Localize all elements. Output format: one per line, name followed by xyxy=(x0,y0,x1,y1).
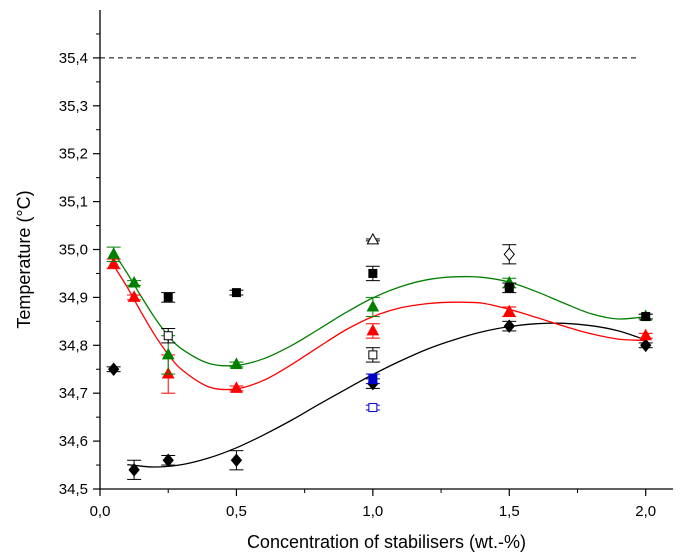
x-tick-label: 0,5 xyxy=(226,503,247,520)
data-point-layer xyxy=(106,232,653,480)
data-point-triangle xyxy=(366,323,380,336)
y-tick-label: 35,3 xyxy=(59,98,88,115)
data-point-triangle xyxy=(639,328,653,341)
data-point-diamond xyxy=(128,463,140,477)
data-point-square xyxy=(368,268,378,278)
fit-curve-0 xyxy=(127,322,646,468)
data-point-triangle xyxy=(127,290,141,302)
data-point-square xyxy=(163,331,173,341)
fit-curve-layer xyxy=(113,252,646,468)
y-tick-label: 35,0 xyxy=(59,242,88,259)
data-point-diamond xyxy=(230,453,243,468)
data-point-square xyxy=(504,283,514,293)
fit-curve-2 xyxy=(113,252,646,367)
data-point-square xyxy=(231,288,241,298)
x-tick-label: 1,5 xyxy=(499,503,520,520)
data-point-square xyxy=(641,312,651,322)
x-tick-label: 0,0 xyxy=(90,503,111,520)
data-point-square xyxy=(368,374,378,384)
data-point-square xyxy=(368,350,378,360)
y-tick-label: 35,1 xyxy=(59,194,88,211)
data-point-diamond xyxy=(107,362,120,377)
y-tick-label: 34,5 xyxy=(59,481,88,498)
y-tick-label: 35,2 xyxy=(59,146,88,163)
data-point-triangle xyxy=(127,275,141,288)
data-point-diamond xyxy=(503,247,515,262)
y-tick-label: 34,6 xyxy=(59,433,88,450)
y-tick-label: 34,8 xyxy=(59,337,88,354)
x-tick-label: 2,0 xyxy=(635,503,656,520)
data-point-square xyxy=(163,292,173,302)
data-point-square xyxy=(368,403,378,413)
data-point-diamond xyxy=(640,338,652,353)
data-point-diamond xyxy=(503,319,515,333)
data-point-triangle xyxy=(161,347,175,360)
y-tick-label: 35,4 xyxy=(59,50,88,67)
data-point-triangle xyxy=(366,232,380,245)
axes: 34,5 34,6 34,7 34,8 34,9 35,0 35,1 35,2 35,3 35,4… xyxy=(59,10,673,520)
data-point-diamond xyxy=(162,453,174,468)
data-point-triangle xyxy=(502,304,516,317)
fit-curve-1 xyxy=(113,264,646,391)
data-point-triangle xyxy=(107,247,120,259)
x-tick-label: 1,0 xyxy=(362,503,383,520)
y-tick-label: 34,7 xyxy=(59,385,88,402)
data-point-triangle xyxy=(107,256,120,269)
y-tick-label: 34,9 xyxy=(59,289,88,306)
data-point-triangle xyxy=(230,381,243,393)
x-axis-title: Concentration of stabilisers (wt.-%) xyxy=(247,532,526,552)
data-point-triangle xyxy=(366,299,380,312)
data-point-triangle xyxy=(230,357,243,369)
y-axis-title: Temperature (°C) xyxy=(14,190,34,328)
